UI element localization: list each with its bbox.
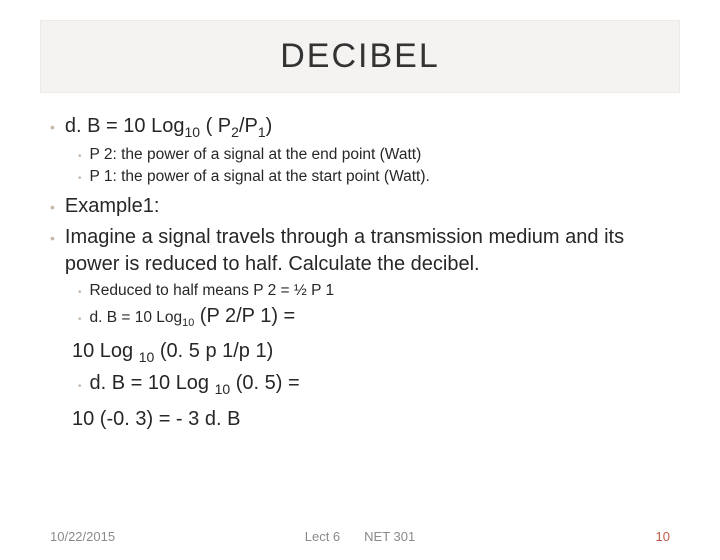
text-part: (0. 5 p 1/p 1) (154, 340, 273, 362)
subscript: 10 (139, 349, 155, 365)
list-item: • d. B = 10 Log10 ( P2/P1) • P 2: the pow… (50, 113, 670, 187)
list-item: • Imagine a signal travels through a tran… (50, 224, 670, 432)
list-item: • Reduced to half means P 2 = ½ P 1 (78, 280, 670, 302)
bullet-icon: • (50, 200, 55, 214)
bullet-icon: • (78, 283, 82, 298)
result-line: 10 (-0. 3) = - 3 d. B (50, 405, 670, 433)
text-part: d. B = 10 Log (90, 372, 215, 394)
bullet-icon: • (78, 377, 82, 392)
slide-title: DECIBEL (41, 37, 679, 76)
slide: DECIBEL • d. B = 10 Log10 ( P2/P1) •P 2:… (0, 20, 720, 560)
bullet-icon: • (78, 310, 82, 325)
footer-lecture: Lect 6 (305, 529, 340, 544)
sub-list: • Reduced to half means P 2 = ½ P 1 • d. … (50, 280, 670, 331)
calc-line: d. B = 10 Log 10 (0. 5) = (90, 370, 300, 399)
subscript: 10 (182, 317, 194, 329)
list-item: • P 2: the power of a signal at the end p… (78, 144, 670, 166)
footer: 10/22/2015 Lect 6 NET 301 10 (0, 529, 720, 544)
footer-center: Lect 6 NET 301 (305, 529, 416, 544)
formula-text: d. B = 10 Log10 ( P2/P1) (65, 113, 272, 142)
footer-course: NET 301 (364, 529, 415, 544)
calc-line: d. B = 10 Log10 (P 2/P 1) = (90, 302, 296, 331)
p2-definition: P 2: the power of a signal at the end po… (90, 144, 422, 166)
text-part: d. B = 10 Log (65, 115, 185, 137)
page-number: 10 (656, 529, 670, 544)
text-part: (P 2/P 1) = (194, 305, 295, 327)
sub-list: • d. B = 10 Log 10 (0. 5) = (50, 370, 670, 399)
text-part: 10 Log (72, 340, 139, 362)
list-item: • Example1: (50, 193, 670, 220)
bullet-list: • d. B = 10 Log10 ( P2/P1) •P 2: the pow… (50, 113, 670, 433)
calc-continuation: 10 Log 10 (0. 5 p 1/p 1) (50, 337, 670, 368)
subscript: 10 (215, 381, 231, 397)
title-container: DECIBEL (40, 20, 680, 93)
text-part: ( P (200, 115, 231, 137)
text-part: ) (266, 115, 273, 137)
subscript: 1 (258, 124, 266, 140)
subscript: 2 (231, 124, 239, 140)
content-area: • d. B = 10 Log10 ( P2/P1) •P 2: the pow… (0, 105, 720, 433)
reduced-text: Reduced to half means P 2 = ½ P 1 (90, 280, 335, 302)
bullet-icon: • (50, 120, 55, 134)
example-label: Example1: (65, 193, 160, 220)
p1-definition: P 1: the power of a signal at the start … (90, 166, 430, 188)
example-text: Imagine a signal travels through a trans… (65, 224, 670, 278)
bullet-icon: • (50, 231, 55, 245)
text-part: (0. 5) = (230, 372, 299, 394)
footer-date: 10/22/2015 (50, 529, 115, 544)
sub-list: • P 2: the power of a signal at the end p… (50, 144, 670, 187)
subscript: 10 (184, 124, 200, 140)
text-part: d. B = 10 Log (90, 309, 183, 326)
list-item: • P 1: the power of a signal at the start… (78, 166, 670, 188)
bullet-icon: • (78, 147, 82, 162)
list-item: • d. B = 10 Log 10 (0. 5) = (78, 370, 670, 399)
text-part: /P (239, 115, 258, 137)
list-item: • d. B = 10 Log10 (P 2/P 1) = (78, 302, 670, 331)
bullet-icon: • (78, 169, 82, 184)
